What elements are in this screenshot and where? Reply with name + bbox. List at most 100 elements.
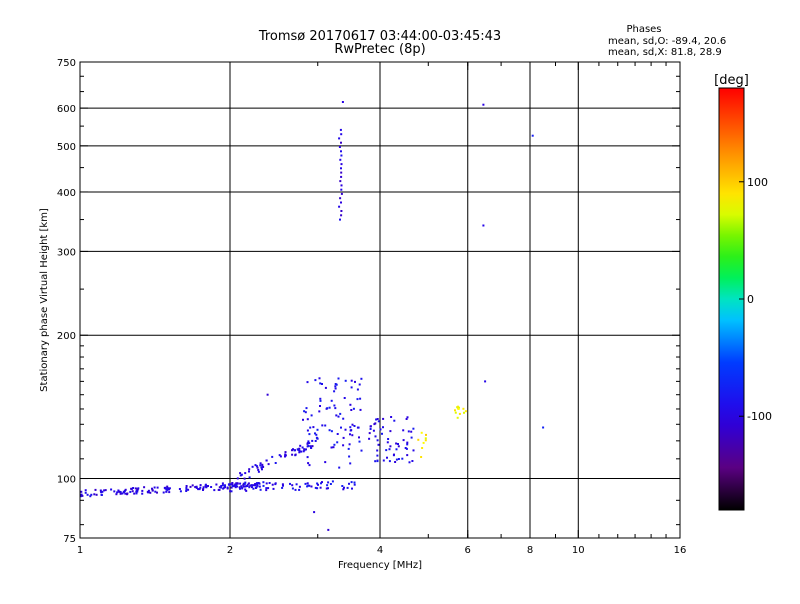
data-point — [325, 487, 328, 490]
data-point — [328, 429, 331, 432]
data-point — [252, 484, 255, 487]
data-point — [251, 465, 254, 468]
data-point — [360, 449, 363, 452]
data-point — [100, 490, 103, 493]
data-point — [408, 461, 411, 464]
data-point — [308, 464, 311, 467]
data-point — [319, 399, 322, 402]
data-point — [456, 416, 459, 419]
data-point — [116, 491, 119, 494]
data-point — [248, 470, 250, 473]
data-point — [484, 380, 487, 383]
data-point — [298, 485, 301, 488]
data-point — [350, 409, 353, 411]
data-point — [314, 379, 317, 382]
data-point — [298, 451, 301, 454]
data-point — [296, 448, 299, 451]
data-point — [402, 429, 405, 432]
data-point — [359, 408, 362, 411]
data-point — [136, 488, 139, 491]
data-point — [395, 442, 398, 445]
data-point — [129, 490, 132, 493]
data-point — [406, 454, 409, 457]
data-point — [351, 423, 354, 426]
data-point — [350, 379, 353, 382]
data-point — [356, 398, 359, 401]
data-point — [90, 493, 93, 496]
data-point — [230, 490, 233, 493]
phases-legend-x: mean, sd,X: 81.8, 28.9 — [608, 47, 722, 58]
data-point — [240, 486, 243, 489]
data-point — [298, 449, 301, 452]
data-point — [353, 425, 356, 427]
data-point — [376, 439, 379, 442]
data-point — [131, 490, 134, 493]
data-point — [388, 448, 391, 451]
data-point — [356, 388, 359, 391]
data-point — [388, 460, 391, 463]
data-point — [165, 490, 168, 493]
data-point — [334, 407, 337, 410]
data-point — [143, 486, 146, 489]
data-point — [326, 484, 329, 487]
data-point — [339, 197, 342, 200]
data-point — [482, 103, 485, 106]
data-point — [113, 490, 116, 493]
data-point — [93, 493, 96, 496]
data-point — [339, 412, 342, 415]
data-point — [243, 483, 246, 486]
data-point — [149, 491, 152, 494]
data-point — [340, 184, 343, 187]
x-tick-label: 2 — [227, 545, 233, 556]
data-point — [340, 175, 343, 178]
chart-title: Tromsø 20170617 03:44:00-03:45:43 — [258, 29, 501, 44]
data-point — [338, 146, 341, 148]
data-point — [369, 425, 372, 428]
data-point — [340, 214, 343, 217]
data-point — [231, 482, 234, 485]
data-point — [204, 483, 207, 486]
data-point — [236, 485, 238, 488]
data-point — [314, 486, 317, 489]
phases-legend-o: mean, sd,O: -89.4, 20.6 — [608, 36, 726, 47]
data-point — [458, 412, 461, 415]
colorbar-tick-label: 100 — [747, 176, 768, 189]
data-point — [187, 488, 190, 491]
data-point — [228, 483, 231, 486]
data-point — [316, 437, 319, 440]
data-point — [358, 436, 360, 439]
data-point — [319, 382, 322, 385]
data-point — [410, 430, 413, 433]
data-point — [226, 486, 229, 489]
data-point — [319, 405, 321, 407]
data-point — [255, 486, 258, 489]
data-point — [185, 485, 188, 487]
data-point — [247, 482, 250, 485]
data-point — [349, 403, 352, 406]
data-point — [358, 440, 361, 443]
data-point — [348, 443, 351, 446]
data-point — [162, 491, 165, 494]
data-point — [202, 486, 205, 489]
data-point — [386, 441, 389, 444]
data-point — [330, 430, 333, 433]
data-point — [185, 488, 188, 491]
data-point — [411, 460, 414, 462]
data-point — [167, 487, 169, 490]
data-point — [254, 464, 257, 467]
data-point — [374, 460, 377, 463]
data-point — [382, 426, 384, 429]
data-point — [221, 484, 224, 487]
data-point — [464, 410, 467, 413]
data-point — [272, 487, 275, 490]
data-point — [289, 482, 291, 485]
data-point — [340, 163, 343, 166]
data-point — [168, 491, 171, 494]
data-point — [298, 488, 301, 491]
data-point — [304, 482, 307, 485]
data-point — [454, 411, 457, 414]
data-point — [307, 445, 310, 447]
data-point — [222, 487, 225, 490]
data-point — [133, 492, 136, 495]
data-point — [302, 450, 305, 453]
